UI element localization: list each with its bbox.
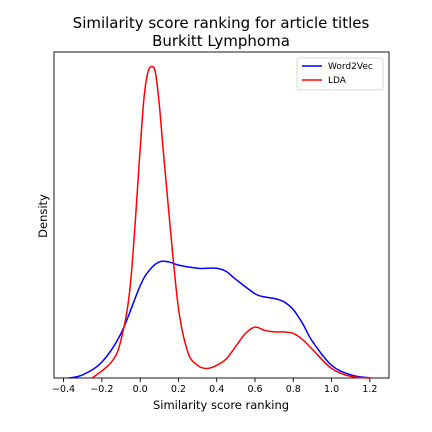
chart-subtitle: Burkitt Lymphoma [152, 32, 290, 50]
x-tick-label: 0.8 [286, 384, 301, 395]
x-tick-label: 0.4 [209, 384, 224, 395]
x-tick-label: 0.2 [171, 384, 186, 395]
chart-title: Similarity score ranking for article tit… [73, 14, 370, 32]
legend-label-word2vec: Word2Vec [328, 62, 373, 72]
series-line-word2vec [69, 260, 370, 379]
series-lines [69, 65, 370, 379]
y-axis-label: Density [36, 194, 50, 238]
plot-area-frame [53, 51, 390, 379]
x-tick-label: 1.2 [362, 384, 377, 395]
x-tick-label: −0.2 [90, 384, 113, 395]
x-tick-label: 1.0 [324, 384, 339, 395]
x-tick-label: 0.6 [247, 384, 262, 395]
x-tick-label: 0.0 [133, 384, 148, 395]
legend: Word2Vec LDA [296, 57, 384, 91]
x-axis-ticks: −0.4 −0.2 0.0 0.2 0.4 0.6 0.8 1.0 1.2 [52, 378, 377, 395]
x-axis-label: Similarity score ranking [153, 398, 289, 412]
x-tick-label: −0.4 [52, 384, 75, 395]
legend-label-lda: LDA [328, 76, 347, 86]
series-line-lda [91, 65, 370, 379]
